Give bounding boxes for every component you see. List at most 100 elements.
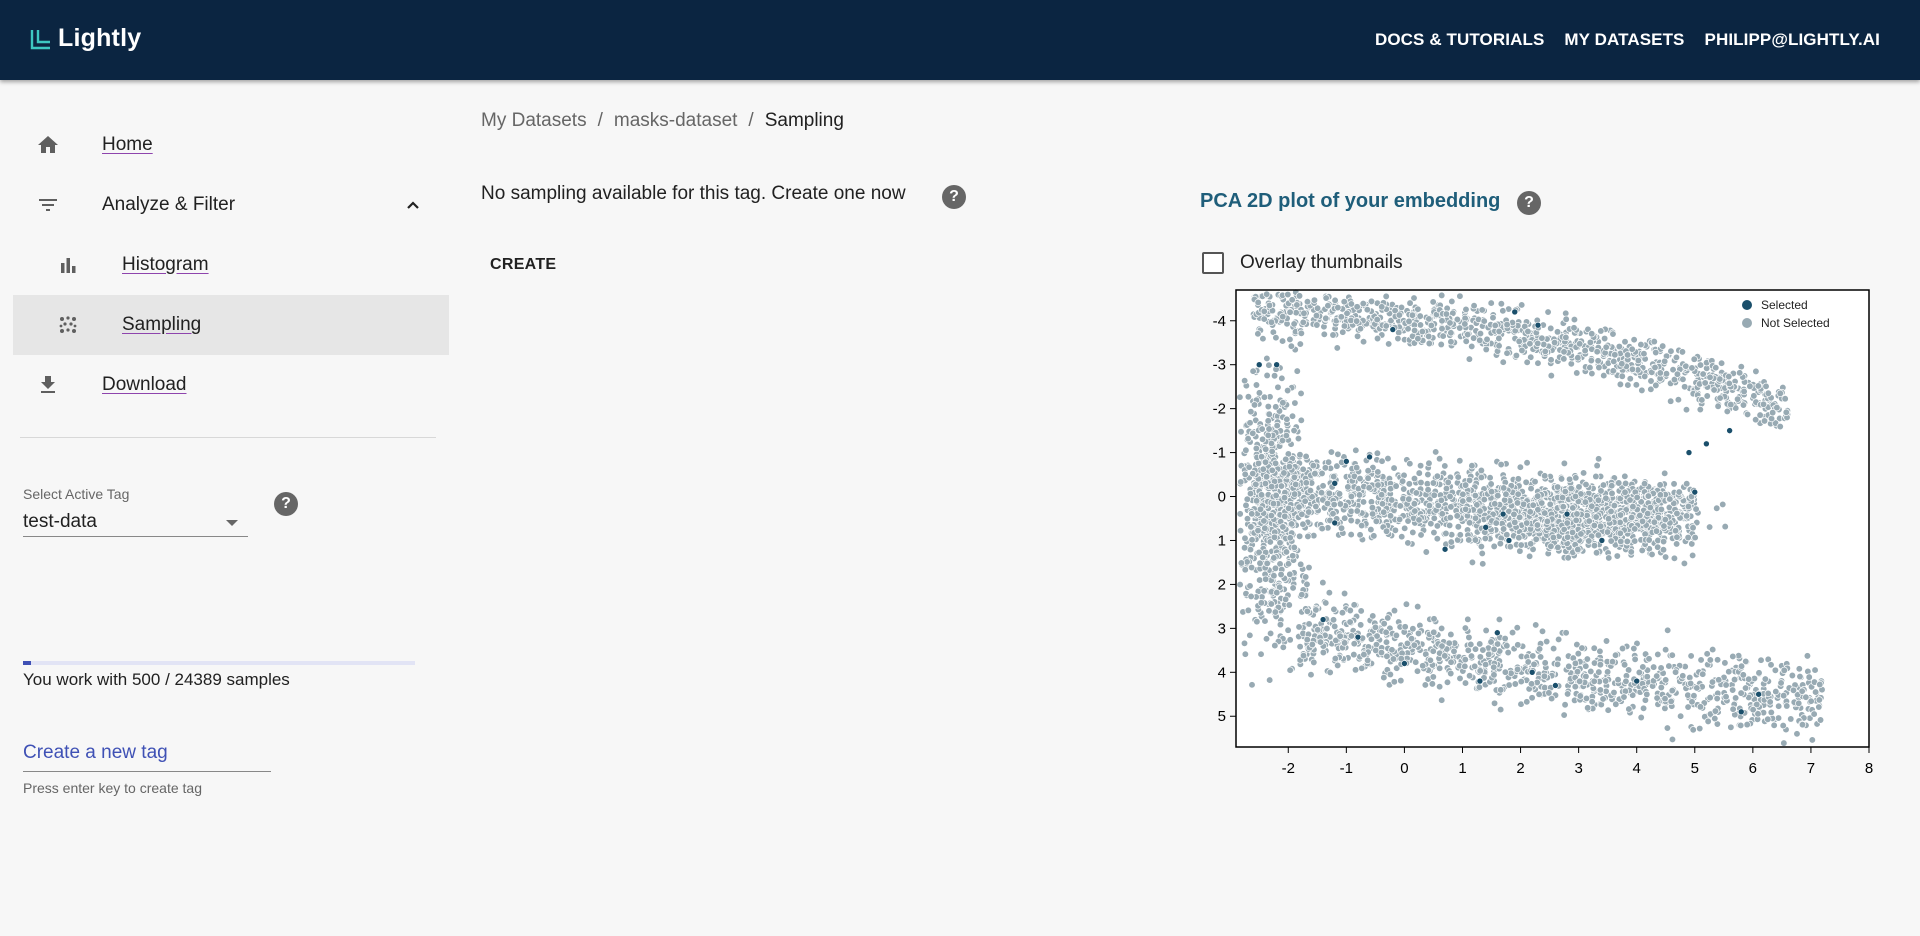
brand-logo[interactable]: Lightly <box>30 24 141 53</box>
scatter-point-not-selected <box>1300 309 1308 317</box>
sidebar-item-sampling[interactable]: Sampling <box>13 295 449 355</box>
scatter-point-not-selected <box>1264 402 1272 411</box>
scatter-point-not-selected <box>1299 465 1307 473</box>
scatter-point-not-selected <box>1338 609 1347 617</box>
scatter-point-not-selected <box>1739 401 1748 409</box>
chevron-up-icon[interactable] <box>401 193 425 217</box>
scatter-point-not-selected <box>1465 672 1474 680</box>
scatter-point-not-selected <box>1257 650 1265 658</box>
scatter-point-not-selected <box>1265 301 1274 310</box>
scatter-point-not-selected <box>1456 531 1464 539</box>
scatter-point-not-selected <box>1353 317 1361 325</box>
scatter-point-not-selected <box>1479 646 1487 654</box>
scatter-point-not-selected <box>1737 362 1745 371</box>
help-icon[interactable]: ? <box>1517 191 1541 215</box>
scatter-point-not-selected <box>1359 299 1367 308</box>
scatter-point-not-selected <box>1447 669 1455 678</box>
scatter-point-not-selected <box>1461 320 1469 328</box>
nav-my-datasets-link[interactable]: MY DATASETS <box>1564 30 1685 49</box>
overlay-thumbnails-label: Overlay thumbnails <box>1240 252 1403 273</box>
scatter-point-not-selected <box>1377 491 1386 499</box>
scatter-point-not-selected <box>1389 655 1398 663</box>
scatter-point-not-selected <box>1271 641 1279 650</box>
scatter-point-not-selected <box>1364 474 1372 482</box>
scatter-point-not-selected <box>1417 531 1425 539</box>
help-icon[interactable]: ? <box>274 492 298 516</box>
scatter-point-not-selected <box>1527 540 1535 548</box>
breadcrumb-my-datasets[interactable]: My Datasets <box>481 110 587 131</box>
scatter-point-not-selected <box>1540 672 1549 680</box>
new-tag-input[interactable]: Create a new tag <box>23 740 271 772</box>
scatter-point-not-selected <box>1560 459 1569 468</box>
scatter-point-not-selected <box>1727 400 1735 409</box>
scatter-point-not-selected <box>1816 680 1824 689</box>
nav-docs-link[interactable]: DOCS & TUTORIALS <box>1374 30 1545 49</box>
scatter-point-not-selected <box>1714 402 1722 410</box>
scatter-point-not-selected <box>1478 549 1486 558</box>
scatter-point-not-selected <box>1459 490 1467 498</box>
scatter-point-not-selected <box>1384 614 1392 622</box>
scatter-point-not-selected <box>1511 680 1519 688</box>
scatter-point-not-selected <box>1494 491 1502 500</box>
scatter-point-not-selected <box>1272 491 1280 500</box>
breadcrumb-masks-dataset[interactable]: masks-dataset <box>613 110 738 131</box>
sidebar-item-home[interactable]: Home <box>13 115 449 175</box>
scatter-point-not-selected <box>1237 559 1246 567</box>
scatter-point-not-selected <box>1269 499 1278 508</box>
scatter-point-not-selected <box>1757 656 1765 664</box>
scatter-point-not-selected <box>1538 627 1547 635</box>
scatter-point-not-selected <box>1331 622 1339 631</box>
scatter-point-not-selected <box>1276 539 1284 547</box>
sidebar-item-download[interactable]: Download <box>13 355 449 415</box>
scatter-point-not-selected <box>1774 714 1783 722</box>
scatter-point-not-selected <box>1573 640 1581 649</box>
scatter-point-not-selected <box>1596 660 1605 669</box>
scatter-point-not-selected <box>1325 589 1334 597</box>
scatter-point-not-selected <box>1754 382 1762 390</box>
nav-user-account-link[interactable]: PHILIPP@LIGHTLY.AI <box>1704 30 1880 49</box>
y-tick-label: -3 <box>1213 357 1226 374</box>
scatter-point-not-selected <box>1285 601 1293 609</box>
scatter-point-not-selected <box>1679 375 1687 383</box>
scatter-point-not-selected <box>1540 340 1548 349</box>
help-icon[interactable]: ? <box>942 185 966 209</box>
scatter-point-not-selected <box>1286 534 1294 542</box>
scatter-point-not-selected <box>1756 411 1764 419</box>
scatter-point-not-selected <box>1661 357 1669 365</box>
scatter-point-not-selected <box>1544 308 1552 316</box>
active-tag-select[interactable]: test-data <box>23 505 248 537</box>
scatter-point-not-selected <box>1256 505 1265 513</box>
scatter-point-not-selected <box>1303 635 1311 644</box>
scatter-point-not-selected <box>1409 528 1417 537</box>
scatter-point-not-selected <box>1497 686 1505 694</box>
scatter-point-not-selected <box>1519 500 1528 508</box>
scatter-point-not-selected <box>1258 435 1267 443</box>
scatter-point-not-selected <box>1557 475 1566 483</box>
overlay-thumbnails-toggle[interactable]: Overlay thumbnails <box>1202 252 1403 274</box>
sidebar-item-histogram[interactable]: Histogram <box>13 235 449 295</box>
scatter-point-not-selected <box>1802 693 1810 701</box>
scatter-point-not-selected <box>1289 584 1297 592</box>
scatter-point-not-selected <box>1429 298 1437 306</box>
scatter-point-not-selected <box>1776 422 1784 431</box>
create-sampling-button[interactable]: CREATE <box>490 256 557 273</box>
scatter-point-not-selected <box>1388 646 1396 654</box>
scatter-point-not-selected <box>1390 606 1399 615</box>
scatter-point-not-selected <box>1597 487 1605 495</box>
scatter-point-not-selected <box>1745 675 1753 683</box>
overlay-thumbnails-checkbox[interactable] <box>1202 252 1224 274</box>
scatter-point-not-selected <box>1441 462 1449 470</box>
scatter-point-not-selected <box>1711 714 1719 723</box>
scatter-point-not-selected <box>1569 504 1577 512</box>
scatter-point-not-selected <box>1725 379 1733 388</box>
scatter-point-not-selected <box>1693 684 1701 692</box>
scatter-point-not-selected <box>1684 502 1693 511</box>
scatter-point-not-selected <box>1610 688 1618 697</box>
scatter-point-not-selected <box>1296 451 1304 459</box>
sidebar-item-analyze-filter[interactable]: Analyze & Filter <box>13 175 449 235</box>
scatter-point-not-selected <box>1523 519 1531 527</box>
scatter-point-not-selected <box>1398 533 1406 541</box>
scatter-point-not-selected <box>1490 699 1499 707</box>
scatter-point-not-selected <box>1340 589 1349 598</box>
